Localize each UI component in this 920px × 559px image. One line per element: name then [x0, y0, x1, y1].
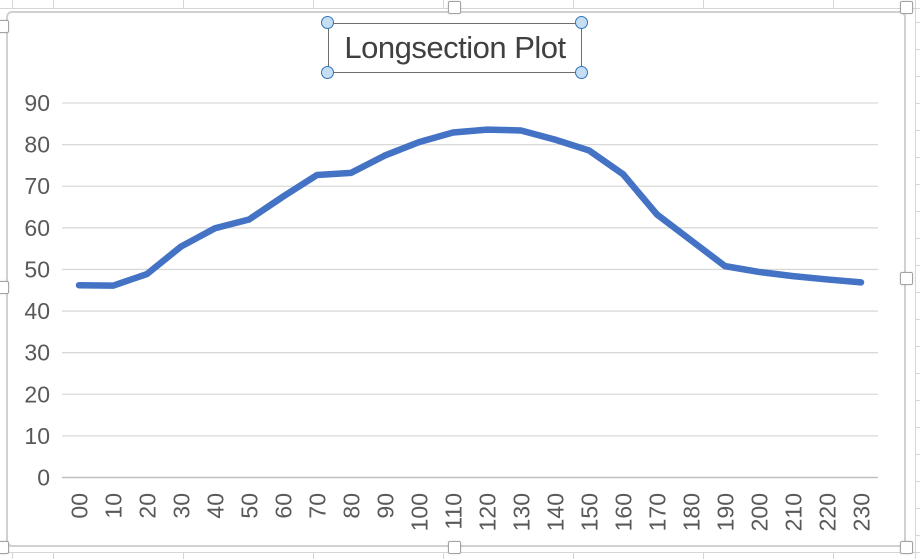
sheet-row-gridline: [915, 211, 920, 212]
x-axis-tick-label[interactable]: 10: [101, 493, 127, 519]
line-chart-canvas: 0 10 20 30 40 50 60 70 80 90 00 10 20 30 40 50 60 70 80 90 1…: [24, 90, 878, 531]
x-axis-tick-label[interactable]: 190: [713, 493, 739, 531]
sheet-row-gridline: [915, 238, 920, 239]
sheet-column-gridline: [833, 552, 834, 559]
sheet-column-gridline: [53, 552, 54, 559]
sheet-row-gridline: [915, 130, 920, 131]
sheet-row-gridline: [915, 103, 920, 104]
y-axis-tick-label[interactable]: 20: [24, 381, 50, 407]
sheet-row-gridline: [915, 319, 920, 320]
x-axis-tick-label[interactable]: 70: [305, 493, 331, 519]
title-handle-bottom-right[interactable]: [575, 66, 588, 79]
resize-handle-bottom-right[interactable]: [900, 541, 913, 554]
x-axis-tick-label[interactable]: 40: [203, 493, 229, 519]
sheet-row-gridline: [915, 481, 920, 482]
data-series-line[interactable]: [75, 126, 865, 289]
sheet-row-gridline: [915, 400, 920, 401]
sheet-row-gridline: [915, 157, 920, 158]
sheet-column-gridline: [313, 0, 314, 8]
chart-title-box[interactable]: Longsection Plot: [328, 23, 582, 73]
sheet-column-gridline: [183, 0, 184, 8]
sheet-column-gridline: [443, 552, 444, 559]
x-axis-tick-label[interactable]: 30: [169, 493, 195, 519]
sheet-column-gridline: [53, 0, 54, 8]
y-axis-tick-label[interactable]: 70: [24, 173, 50, 199]
sheet-row-gridline: [915, 184, 920, 185]
x-axis-tick-label[interactable]: 200: [747, 493, 773, 531]
sheet-row-gridline: [915, 373, 920, 374]
sheet-row-gridline: [915, 454, 920, 455]
y-axis-tick-label[interactable]: 10: [24, 423, 50, 449]
x-axis-tick-label[interactable]: 80: [339, 493, 365, 519]
resize-handle-bottom-center[interactable]: [448, 541, 461, 554]
x-axis-tick-label[interactable]: 180: [679, 493, 705, 531]
resize-handle-top-center[interactable]: [448, 1, 461, 14]
x-axis-tick-label[interactable]: 20: [135, 493, 161, 519]
resize-handle-top-left[interactable]: [0, 20, 9, 33]
x-axis-tick-label[interactable]: 220: [815, 493, 841, 531]
sheet-row-gridline: [915, 535, 920, 536]
resize-handle-bottom-left[interactable]: [0, 541, 9, 554]
sheet-row-gridline: [915, 508, 920, 509]
resize-handle-right-center[interactable]: [900, 272, 913, 285]
sheet-column-gridline: [833, 0, 834, 8]
x-axis-tick-label[interactable]: 150: [577, 493, 603, 531]
y-axis-tick-label[interactable]: 90: [24, 90, 50, 116]
x-axis-tick-label[interactable]: 60: [271, 493, 297, 519]
y-axis-tick-label[interactable]: 60: [24, 215, 50, 241]
sheet-row-gridline: [915, 265, 920, 266]
sheet-column-gridline: [573, 552, 574, 559]
title-handle-top-right[interactable]: [575, 16, 588, 29]
sheet-column-gridline: [573, 0, 574, 8]
x-axis-tick-label[interactable]: 90: [373, 493, 399, 519]
resize-handle-top-right[interactable]: [900, 1, 913, 14]
x-axis-tick-label[interactable]: 130: [509, 493, 535, 531]
sheet-column-gridline-right: [915, 0, 916, 559]
x-axis-tick-label[interactable]: 230: [849, 493, 875, 531]
x-axis-tick-label[interactable]: 210: [781, 493, 807, 531]
chart-object[interactable]: 0 10 20 30 40 50 60 70 80 90 00 10 20 30 40 50 60 70 80 90 1…: [6, 11, 906, 547]
sheet-column-gridline: [183, 552, 184, 559]
y-axis-tick-label[interactable]: 30: [24, 340, 50, 366]
title-handle-top-left[interactable]: [321, 16, 334, 29]
x-axis-tick-label[interactable]: 140: [543, 493, 569, 531]
sheet-row-gridline: [915, 427, 920, 428]
y-axis-tick-label[interactable]: 0: [37, 465, 50, 491]
sheet-row-gridline: [915, 49, 920, 50]
sheet-column-gridline: [703, 0, 704, 8]
y-axis-tick-label[interactable]: 40: [24, 298, 50, 324]
sheet-column-gridline: [12, 552, 13, 559]
x-axis-tick-label[interactable]: 160: [611, 493, 637, 531]
sheet-row-gridline: [915, 346, 920, 347]
sheet-column-gridline: [443, 0, 444, 8]
x-axis-tick-label[interactable]: 50: [237, 493, 263, 519]
sheet-column-gridline: [703, 552, 704, 559]
x-axis-tick-label[interactable]: 00: [67, 493, 93, 519]
resize-handle-left-center[interactable]: [0, 281, 9, 294]
y-axis-tick-label[interactable]: 80: [24, 132, 50, 158]
sheet-row-gridline: [915, 22, 920, 23]
sheet-column-gridline: [12, 0, 13, 8]
y-axis-tick-label[interactable]: 50: [24, 256, 50, 282]
sheet-row-gridline: [915, 292, 920, 293]
x-axis-tick-label[interactable]: 120: [475, 493, 501, 531]
sheet-column-gridline: [313, 552, 314, 559]
x-axis-tick-label[interactable]: 100: [407, 493, 433, 531]
title-handle-bottom-left[interactable]: [321, 66, 334, 79]
x-axis-tick-label[interactable]: 110: [441, 493, 467, 530]
chart-title-text: Longsection Plot: [344, 30, 566, 65]
sheet-row-gridline: [915, 76, 920, 77]
x-axis-tick-label[interactable]: 170: [645, 493, 671, 531]
